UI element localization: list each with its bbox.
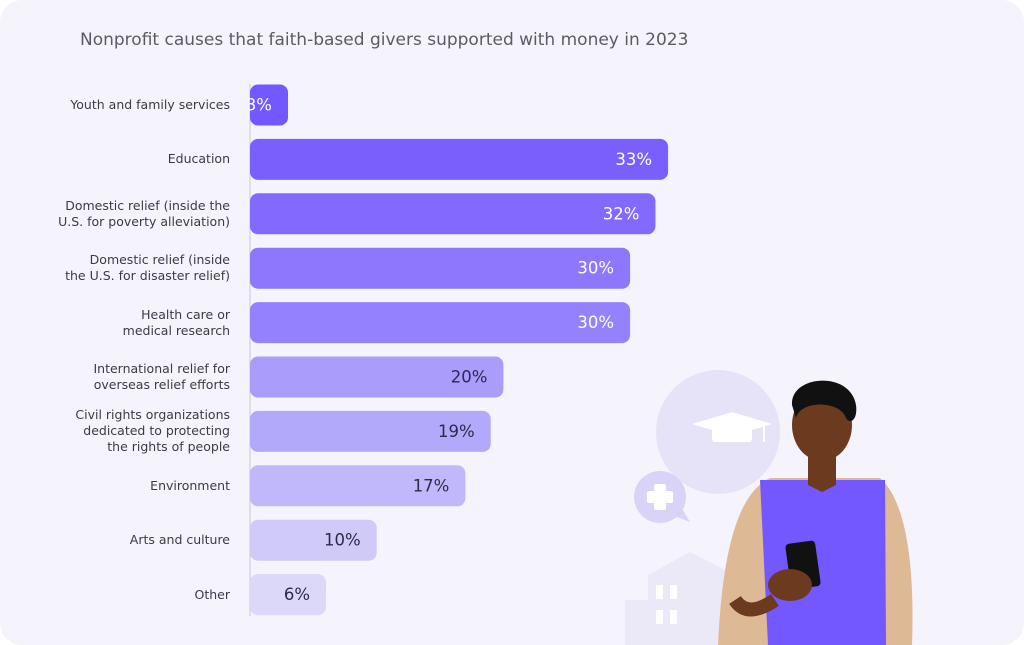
category-label: Education [167, 151, 230, 167]
bar [250, 410, 491, 452]
bar [250, 247, 631, 289]
bar [250, 138, 669, 180]
category-label: Domestic relief (inside the U.S. for dis… [65, 252, 230, 284]
category-label: Domestic relief (inside the U.S. for pov… [58, 197, 230, 229]
bar [250, 465, 466, 507]
value-label: 20% [451, 368, 488, 387]
value-label: 10% [324, 531, 361, 550]
value-label: 30% [577, 259, 614, 278]
category-label: Civil rights organizations dedicated to … [75, 407, 230, 455]
illustration [625, 370, 913, 645]
bar [250, 356, 504, 398]
value-label: 17% [413, 476, 450, 495]
value-label: 6% [284, 585, 310, 604]
value-label: 32% [603, 204, 640, 223]
bar [250, 84, 289, 126]
value-label: 3% [246, 96, 272, 115]
value-label: 30% [577, 313, 614, 332]
value-label: 33% [615, 150, 652, 169]
category-label: International relief for overseas relief… [93, 361, 230, 392]
value-label: 19% [438, 422, 475, 441]
bar [250, 193, 656, 235]
bar [250, 519, 377, 561]
category-label: Health care or medical research [122, 306, 230, 338]
category-label: Environment [150, 477, 230, 493]
category-label: Other [194, 586, 231, 602]
category-label: Arts and culture [129, 532, 230, 548]
bar [250, 302, 631, 344]
category-label: Youth and family services [70, 97, 230, 112]
bar [250, 574, 327, 616]
chart-title: Nonprofit causes that faith-based givers… [80, 30, 689, 50]
